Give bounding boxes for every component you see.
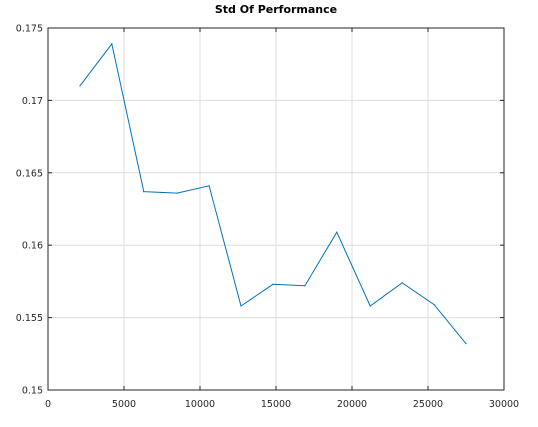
x-tick-label: 5000: [112, 399, 136, 410]
chart-title: Std Of Performance: [214, 3, 338, 16]
y-tick-label: 0.16: [22, 241, 43, 252]
data-point: [143, 191, 145, 193]
data-point: [336, 231, 338, 233]
x-tick-label: 30000: [489, 399, 519, 410]
series-line: [79, 42, 467, 345]
data-point: [433, 303, 435, 306]
data-point: [304, 285, 306, 287]
y-tick-label: 0.175: [16, 24, 43, 35]
grid-lines: [47, 27, 505, 391]
y-tick-labels: 0.15 0.155 0.16 0.165 0.17 0.175: [16, 24, 43, 397]
data-point: [465, 343, 467, 345]
data-point: [111, 43, 113, 45]
x-tick-label: 20000: [337, 399, 367, 410]
y-tick-label: 0.155: [16, 313, 43, 324]
axis-ticks: [47, 27, 505, 391]
data-point: [272, 283, 274, 285]
x-tick-label: 15000: [261, 399, 291, 410]
x-tick-label: 25000: [413, 399, 443, 410]
data-point: [401, 282, 403, 284]
x-tick-label: 0: [45, 399, 51, 410]
y-tick-label: 0.17: [22, 96, 43, 107]
y-tick-label: 0.165: [16, 168, 43, 179]
x-tick-label: 10000: [185, 399, 215, 410]
data-point: [240, 305, 242, 307]
data-point: [176, 192, 178, 194]
y-tick-label: 0.15: [22, 386, 43, 397]
x-tick-labels: 0 5000 10000 15000 20000 25000 30000: [45, 399, 519, 410]
data-point: [79, 85, 81, 87]
data-point: [208, 185, 210, 187]
data-point: [369, 305, 371, 307]
data-series: [79, 42, 467, 345]
